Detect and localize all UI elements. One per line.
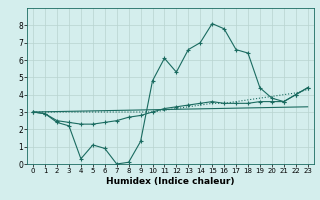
X-axis label: Humidex (Indice chaleur): Humidex (Indice chaleur) — [106, 177, 235, 186]
